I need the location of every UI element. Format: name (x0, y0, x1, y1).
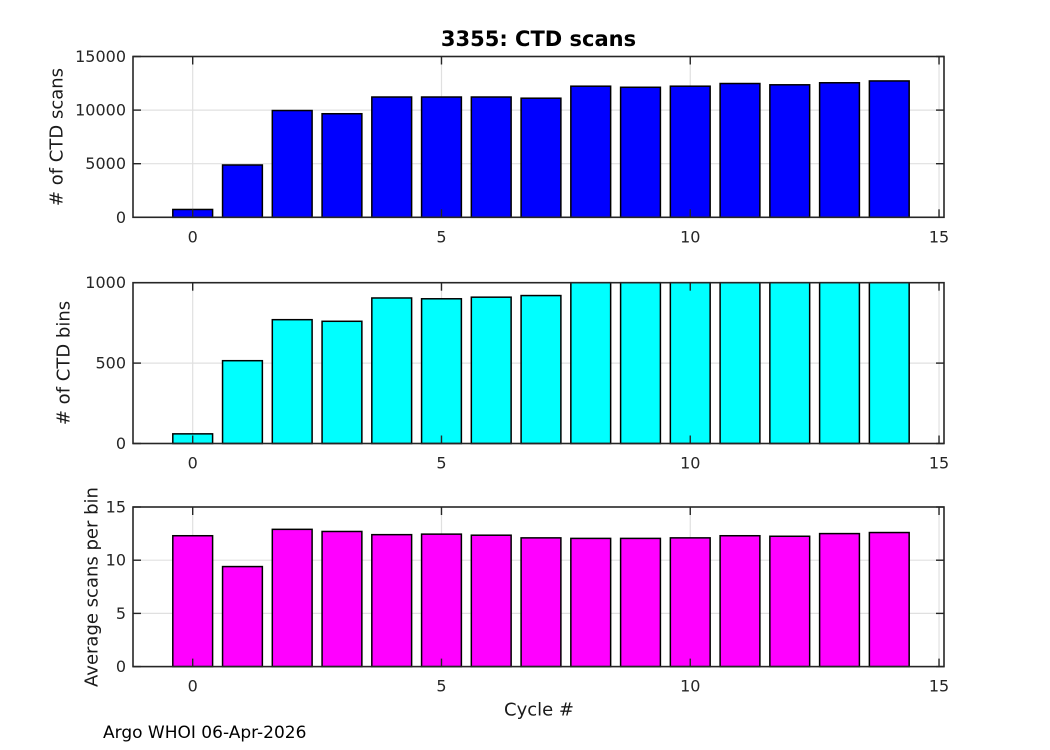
figure-title: 3355: CTD scans (440, 27, 637, 51)
ctd-bins-bar (769, 281, 811, 445)
y-tick-label: 500 (95, 354, 126, 373)
avg-scans-per-bin-bar (868, 531, 910, 668)
ctd-scans-bar (669, 85, 711, 219)
ctd-scans-bar (769, 84, 811, 219)
x-tick-label: 0 (188, 454, 198, 473)
avg-scans-per-bin-bar (271, 528, 313, 668)
ctd-scans-bar (570, 85, 612, 219)
avg-scans-per-bin-bar (619, 537, 662, 668)
y-tick-label: 5 (116, 604, 126, 623)
ctd-scans-bar (818, 82, 861, 219)
ctd-bins-bar (570, 281, 612, 445)
ctd-scans-bar (520, 97, 562, 219)
x-axis-label: Cycle # (504, 699, 574, 721)
x-tick-label: 10 (680, 677, 700, 696)
y-axis-label-bins: # of CTD bins (53, 300, 75, 426)
x-tick-label: 10 (680, 454, 700, 473)
ctd-scans-chart: 0 5 10 15 0 5000 10000 15000 (75, 47, 949, 246)
axis-frame (132, 506, 945, 668)
y-tick-label: 0 (116, 208, 126, 227)
avg-scans-per-bin-bar (769, 535, 811, 668)
avg-scans-per-bin-bar (420, 533, 463, 668)
y-axis-label-scans: # of CTD scans (46, 67, 68, 207)
ctd-bins-bar (818, 281, 861, 445)
ctd-bins-bar (321, 320, 363, 445)
avg-scans-per-bin-chart: 0 5 10 15 0 5 10 15 (106, 498, 950, 696)
x-tick-label: 5 (436, 227, 446, 246)
ctd-bins-bar (271, 318, 313, 445)
x-tick-label: 15 (929, 227, 949, 246)
x-tick-label: 0 (188, 227, 198, 246)
avg-scans-per-bin-bar (470, 534, 512, 668)
y-tick-label: 10 (106, 551, 126, 570)
ctd-bins-bar (669, 281, 711, 445)
ctd-bins-bar (470, 296, 512, 445)
ctd-scans-bar (321, 112, 363, 219)
y-tick-label: 15000 (75, 47, 126, 66)
y-axis-label-average: Average scans per bin (81, 487, 103, 687)
ctd-bins-chart: 0 5 10 15 0 500 1000 (85, 273, 949, 472)
ctd-scans-bar (719, 82, 761, 219)
ctd-bins-bar (420, 298, 463, 445)
avg-scans-per-bin-bar (371, 533, 413, 668)
x-tick-label: 5 (436, 454, 446, 473)
ctd-scans-bar (221, 164, 264, 219)
y-tick-label: 1000 (85, 273, 126, 292)
ctd-bins-bar (719, 281, 761, 445)
avg-scans-per-bin-bar (818, 532, 861, 668)
ctd-bins-bar (868, 281, 910, 445)
ctd-scans-bar (371, 96, 413, 219)
y-tick-label: 10000 (75, 101, 126, 120)
ctd-scans-bar (271, 109, 313, 219)
y-tick-label: 0 (116, 434, 126, 453)
avg-scans-per-bin-bar (172, 534, 214, 668)
ctd-scans-bar (619, 86, 662, 219)
avg-scans-per-bin-bar (221, 565, 264, 668)
avg-scans-per-bin-bar (719, 534, 761, 668)
ctd-scans-bar (420, 96, 463, 219)
ctd-bins-bar (371, 297, 413, 445)
ctd-bins-bar (619, 281, 662, 445)
avg-scans-per-bin-bar (321, 530, 363, 668)
x-tick-label: 10 (680, 227, 700, 246)
ctd-bins-bar (520, 294, 562, 445)
y-tick-label: 15 (106, 498, 126, 517)
x-tick-label: 15 (929, 677, 949, 696)
ctd-scans-bar (470, 96, 512, 219)
x-tick-label: 5 (436, 677, 446, 696)
x-tick-label: 15 (929, 454, 949, 473)
axis-frame (132, 55, 945, 219)
avg-scans-per-bin-bar (669, 537, 711, 668)
ctd-scans-bar (868, 80, 910, 219)
x-tick-label: 0 (188, 677, 198, 696)
ctd-bins-bar (221, 359, 264, 445)
avg-scans-per-bin-bar (570, 537, 612, 668)
y-tick-label: 5000 (85, 154, 126, 173)
y-tick-label: 0 (116, 657, 126, 676)
footer-annotation: Argo WHOI 06-Apr-2026 (103, 723, 307, 743)
avg-scans-per-bin-bar (520, 537, 562, 668)
